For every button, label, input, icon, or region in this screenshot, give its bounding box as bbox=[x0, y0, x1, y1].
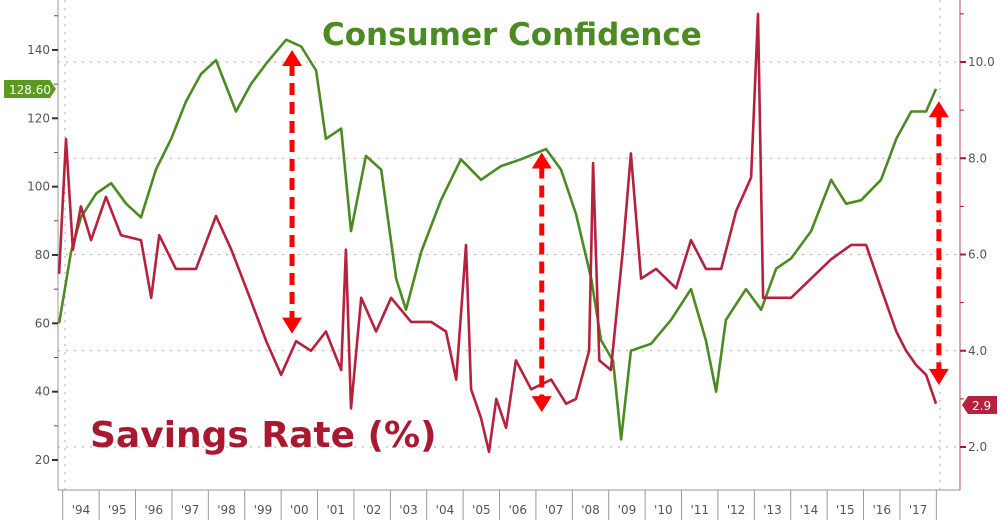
left-tick-label: 100 bbox=[27, 180, 50, 194]
right-tick-label: 10.0 bbox=[968, 55, 995, 69]
arrow-up-head-icon bbox=[928, 101, 949, 118]
badge-label: 2.9 bbox=[972, 399, 991, 413]
x-tick-label: '13 bbox=[763, 503, 782, 517]
arrow-down-head-icon bbox=[282, 317, 303, 334]
series-lines bbox=[57, 12, 938, 454]
x-tick-label: '05 bbox=[472, 503, 491, 517]
x-tick-label: '16 bbox=[872, 503, 891, 517]
savings-rate-line bbox=[57, 12, 938, 454]
x-tick-label: '01 bbox=[326, 503, 345, 517]
x-tick-label: '95 bbox=[108, 503, 127, 517]
gridlines bbox=[58, 0, 960, 490]
arrow-down-head-icon bbox=[928, 368, 949, 385]
x-tick-label: '04 bbox=[436, 503, 455, 517]
x-tick-label: '12 bbox=[727, 503, 746, 517]
x-tick-label: '99 bbox=[254, 503, 273, 517]
consumer-confidence-line bbox=[57, 38, 938, 441]
x-tick-label: '97 bbox=[181, 503, 200, 517]
annotation-arrows bbox=[282, 49, 949, 413]
x-tick-label: '06 bbox=[508, 503, 527, 517]
x-tick-label: '11 bbox=[690, 503, 709, 517]
left-tick-label: 40 bbox=[35, 385, 50, 399]
x-tick-label: '00 bbox=[290, 503, 309, 517]
right-tick-label: 8.0 bbox=[968, 151, 987, 165]
badge-label: 128.60 bbox=[9, 83, 51, 97]
x-tick-label: '14 bbox=[800, 503, 819, 517]
left-tick-label: 120 bbox=[27, 111, 50, 125]
x-tick-label: '10 bbox=[654, 503, 673, 517]
savings-rate-title: Savings Rate (%) bbox=[90, 415, 437, 456]
x-tick-label: '09 bbox=[618, 503, 637, 517]
right-tick-label: 2.0 bbox=[968, 440, 987, 454]
consumer-confidence-title: Consumer Confidence bbox=[322, 17, 702, 53]
arrow-up-head-icon bbox=[282, 49, 303, 66]
x-tick-label: '07 bbox=[545, 503, 564, 517]
x-tick-label: '08 bbox=[581, 503, 600, 517]
left-tick-label: 60 bbox=[35, 316, 50, 330]
last-value-badge-confidence: 128.60 bbox=[4, 80, 56, 98]
x-tick-label: '02 bbox=[363, 503, 382, 517]
x-tick-label: '96 bbox=[144, 503, 163, 517]
arrow-up-head-icon bbox=[531, 152, 552, 169]
left-tick-label: 80 bbox=[35, 248, 50, 262]
left-tick-label: 140 bbox=[27, 43, 50, 57]
x-tick-label: '15 bbox=[836, 503, 855, 517]
right-tick-label: 6.0 bbox=[968, 248, 987, 262]
axes: 20 40 60 80 100 120 140 2.0 4.0 6.0 8.0 10.0 '94 '95 '… bbox=[27, 0, 995, 520]
right-tick-label: 4.0 bbox=[968, 344, 987, 358]
left-tick-label: 20 bbox=[35, 453, 50, 467]
last-value-badge-savings: 2.9 bbox=[962, 396, 997, 414]
x-tick-label: '03 bbox=[399, 503, 418, 517]
x-tick-label: '17 bbox=[909, 503, 928, 517]
arrow-down-head-icon bbox=[531, 396, 552, 413]
x-tick-label: '98 bbox=[217, 503, 236, 517]
x-tick-label: '94 bbox=[72, 503, 91, 517]
